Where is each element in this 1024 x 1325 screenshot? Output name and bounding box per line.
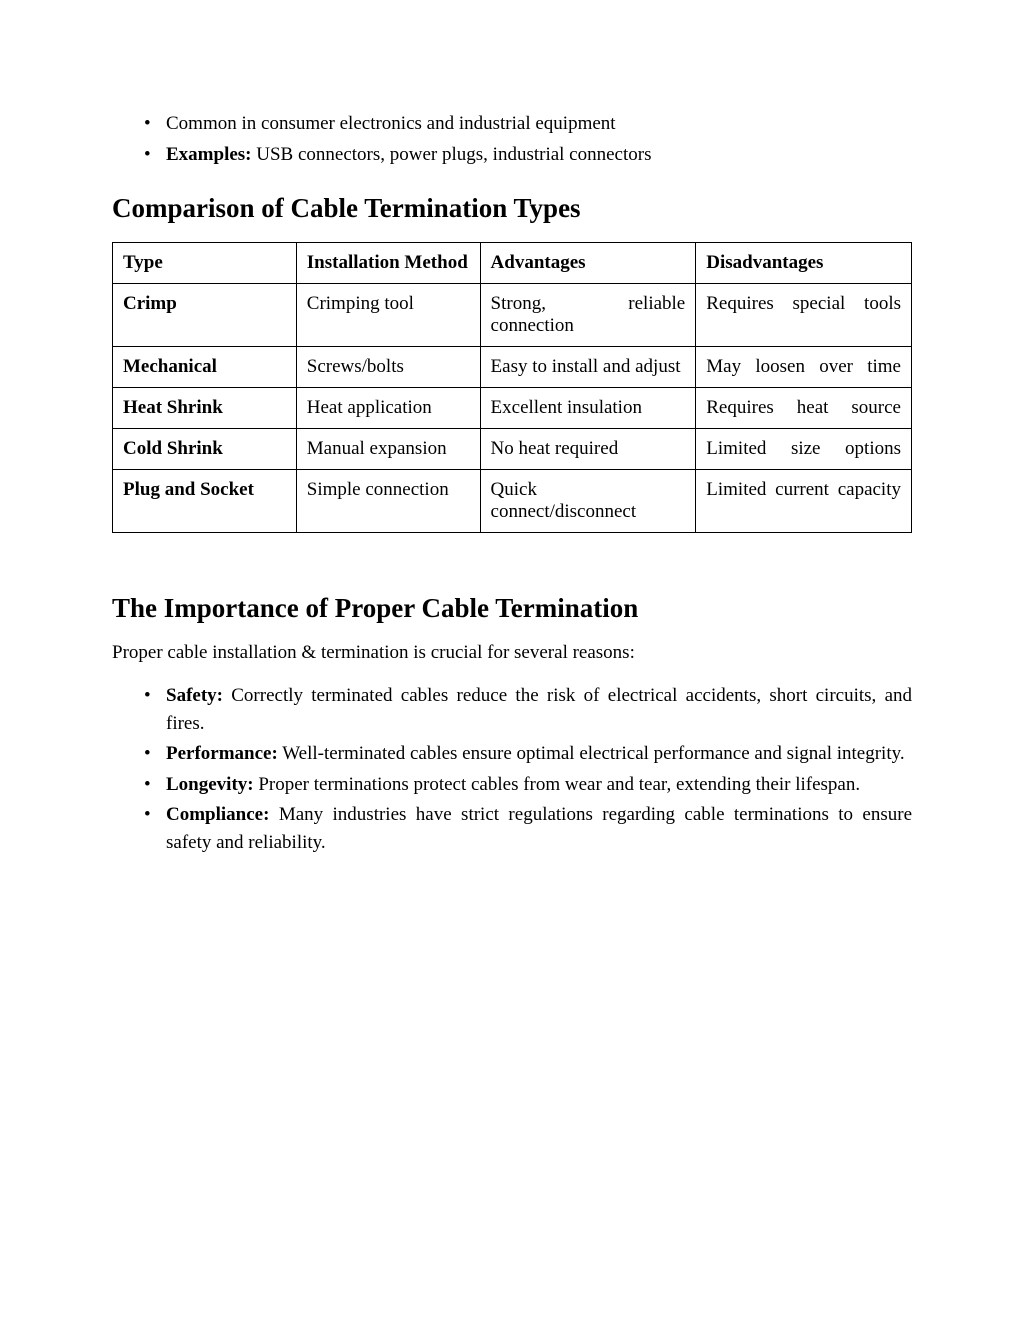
cell-type: Plug and Socket: [113, 470, 297, 533]
table-header-row: Type Installation Method Advantages Disa…: [113, 243, 912, 284]
col-header-install: Installation Method: [296, 243, 480, 284]
cell-type: Crimp: [113, 284, 297, 347]
reason-text: Many industries have strict regulations …: [166, 804, 912, 853]
list-item: Compliance: Many industries have strict …: [166, 801, 912, 856]
cell-install: Manual expansion: [296, 429, 480, 470]
reason-text: Proper terminations protect cables from …: [254, 774, 861, 795]
list-item: Common in consumer electronics and indus…: [166, 110, 912, 139]
reason-label: Compliance:: [166, 804, 269, 825]
cell-disadvantages: Requires heat source: [696, 388, 912, 429]
cell-disadvantages: Limited size options: [696, 429, 912, 470]
list-item: Performance: Well-terminated cables ensu…: [166, 740, 912, 768]
reason-label: Safety:: [166, 685, 223, 706]
reason-text: Well-terminated cables ensure optimal el…: [278, 743, 905, 764]
comparison-table: Type Installation Method Advantages Disa…: [112, 242, 912, 533]
bullet-text: USB connectors, power plugs, industrial …: [252, 144, 652, 165]
cell-install: Screws/bolts: [296, 347, 480, 388]
col-header-disadvantages: Disadvantages: [696, 243, 912, 284]
cell-advantages: Easy to install and adjust: [480, 347, 696, 388]
intro-paragraph: Proper cable installation & termination …: [112, 642, 912, 664]
table-row: Heat ShrinkHeat applicationExcellent ins…: [113, 388, 912, 429]
table-row: Plug and SocketSimple connectionQuick co…: [113, 470, 912, 533]
table-row: CrimpCrimping toolStrong, reliable conne…: [113, 284, 912, 347]
cell-disadvantages: May loosen over time: [696, 347, 912, 388]
list-item: Examples: USB connectors, power plugs, i…: [166, 141, 912, 170]
col-header-type: Type: [113, 243, 297, 284]
cell-install: Crimping tool: [296, 284, 480, 347]
reason-label: Performance:: [166, 743, 278, 764]
cell-type: Heat Shrink: [113, 388, 297, 429]
list-item: Longevity: Proper terminations protect c…: [166, 771, 912, 799]
cell-advantages: No heat required: [480, 429, 696, 470]
cell-install: Heat application: [296, 388, 480, 429]
bullet-label: Examples:: [166, 144, 252, 165]
bullet-text: Common in consumer electronics and indus…: [166, 113, 616, 134]
cell-type: Cold Shrink: [113, 429, 297, 470]
list-item: Safety: Correctly terminated cables redu…: [166, 682, 912, 737]
col-header-advantages: Advantages: [480, 243, 696, 284]
comparison-heading: Comparison of Cable Termination Types: [112, 193, 912, 224]
table-row: Cold ShrinkManual expansionNo heat requi…: [113, 429, 912, 470]
reason-label: Longevity:: [166, 774, 254, 795]
reason-text: Correctly terminated cables reduce the r…: [166, 685, 912, 734]
cell-install: Simple connection: [296, 470, 480, 533]
cell-advantages: Quick connect/disconnect: [480, 470, 696, 533]
top-bullet-list: Common in consumer electronics and indus…: [112, 110, 912, 169]
table-row: MechanicalScrews/boltsEasy to install an…: [113, 347, 912, 388]
cell-type: Mechanical: [113, 347, 297, 388]
reasons-list: Safety: Correctly terminated cables redu…: [112, 682, 912, 856]
importance-heading: The Importance of Proper Cable Terminati…: [112, 593, 912, 624]
cell-advantages: Excellent insulation: [480, 388, 696, 429]
cell-disadvantages: Requires special tools: [696, 284, 912, 347]
cell-disadvantages: Limited current capacity: [696, 470, 912, 533]
cell-advantages: Strong, reliable connection: [480, 284, 696, 347]
